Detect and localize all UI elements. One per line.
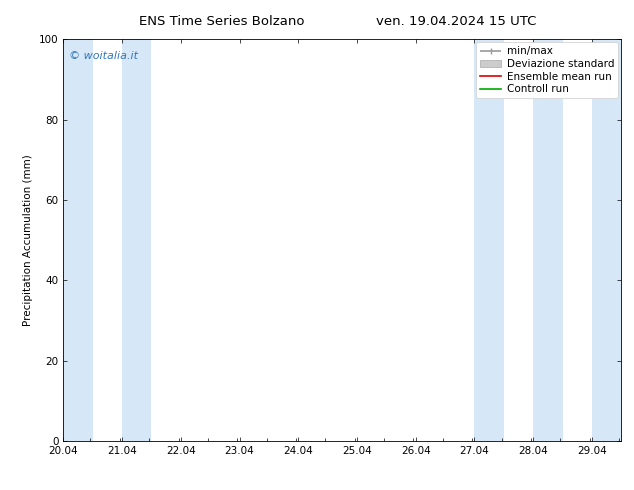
Text: © woitalia.it: © woitalia.it bbox=[69, 51, 138, 61]
Bar bbox=[63, 39, 93, 441]
Bar bbox=[474, 39, 504, 441]
Text: ven. 19.04.2024 15 UTC: ven. 19.04.2024 15 UTC bbox=[377, 15, 536, 28]
Bar bbox=[122, 39, 152, 441]
Text: ENS Time Series Bolzano: ENS Time Series Bolzano bbox=[139, 15, 305, 28]
Bar bbox=[533, 39, 562, 441]
Y-axis label: Precipitation Accumulation (mm): Precipitation Accumulation (mm) bbox=[23, 154, 34, 326]
Bar bbox=[592, 39, 621, 441]
Legend: min/max, Deviazione standard, Ensemble mean run, Controll run: min/max, Deviazione standard, Ensemble m… bbox=[476, 42, 618, 98]
